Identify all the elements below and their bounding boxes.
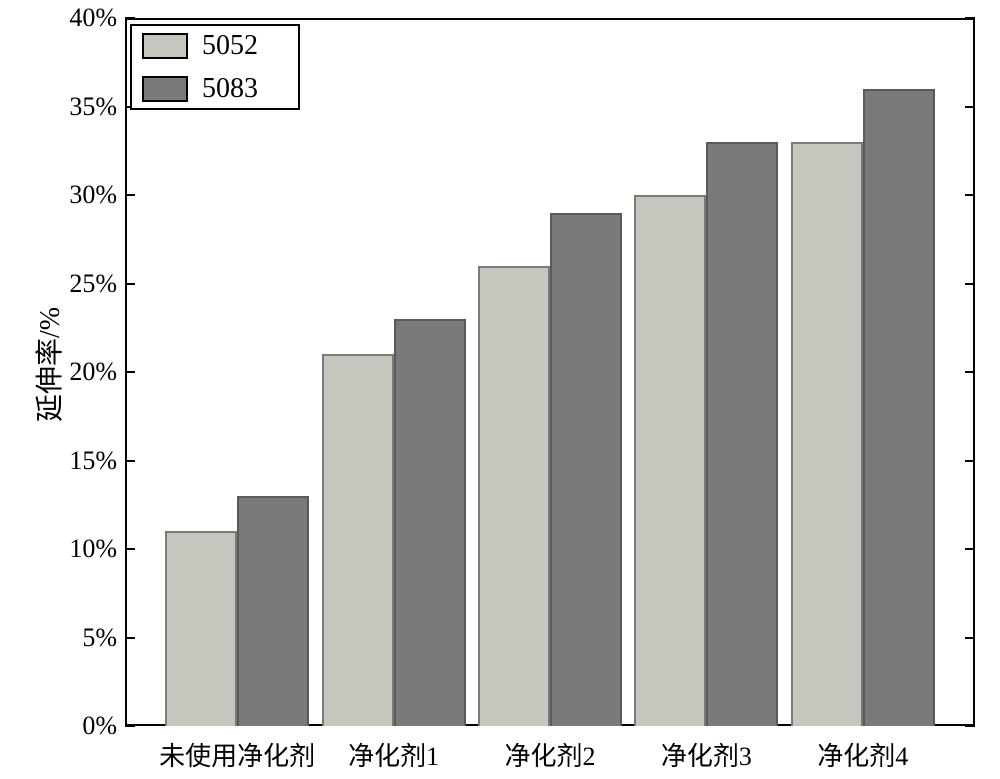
bar bbox=[706, 142, 778, 726]
y-tick bbox=[965, 106, 975, 108]
bar bbox=[165, 531, 237, 726]
y-tick-label: 20% bbox=[69, 357, 117, 387]
bar bbox=[791, 142, 863, 726]
bar bbox=[863, 89, 935, 726]
y-tick-label: 5% bbox=[82, 623, 117, 653]
bar bbox=[237, 496, 309, 726]
x-category-label: 净化剂1 bbox=[348, 736, 439, 773]
y-tick bbox=[965, 283, 975, 285]
x-category-label: 净化剂2 bbox=[504, 736, 595, 773]
x-category-label: 未使用净化剂 bbox=[159, 736, 315, 773]
legend-swatch bbox=[142, 33, 188, 59]
y-tick bbox=[125, 548, 135, 550]
x-category-label: 净化剂3 bbox=[661, 736, 752, 773]
y-tick bbox=[125, 17, 135, 19]
legend-swatch bbox=[142, 76, 188, 102]
y-tick bbox=[125, 637, 135, 639]
y-tick bbox=[965, 548, 975, 550]
y-tick bbox=[965, 460, 975, 462]
y-tick-label: 30% bbox=[69, 180, 117, 210]
bar bbox=[550, 213, 622, 726]
y-tick-label: 10% bbox=[69, 534, 117, 564]
y-tick bbox=[125, 371, 135, 373]
bar bbox=[634, 195, 706, 726]
y-axis-title: 延伸率/% bbox=[28, 307, 68, 422]
bar bbox=[322, 354, 394, 726]
y-tick bbox=[965, 17, 975, 19]
bar-chart: 0% 5% 10% 15% 20% 25% 30% 35% 40% 延伸率/% 未使用净化剂净化剂1… bbox=[0, 0, 1000, 779]
bar bbox=[394, 319, 466, 726]
y-tick bbox=[965, 371, 975, 373]
x-category-label: 净化剂4 bbox=[817, 736, 908, 773]
y-tick bbox=[125, 283, 135, 285]
y-tick-label: 40% bbox=[69, 3, 117, 33]
y-tick-label: 35% bbox=[69, 92, 117, 122]
legend-label: 5052 bbox=[202, 30, 258, 62]
y-tick bbox=[125, 725, 135, 727]
y-tick-label: 0% bbox=[82, 711, 117, 741]
legend-label: 5083 bbox=[202, 73, 258, 105]
y-tick bbox=[125, 194, 135, 196]
y-tick-label: 25% bbox=[69, 269, 117, 299]
y-tick-label: 15% bbox=[69, 446, 117, 476]
y-tick bbox=[965, 637, 975, 639]
y-tick bbox=[965, 194, 975, 196]
y-tick bbox=[125, 460, 135, 462]
y-tick bbox=[965, 725, 975, 727]
bar bbox=[478, 266, 550, 726]
